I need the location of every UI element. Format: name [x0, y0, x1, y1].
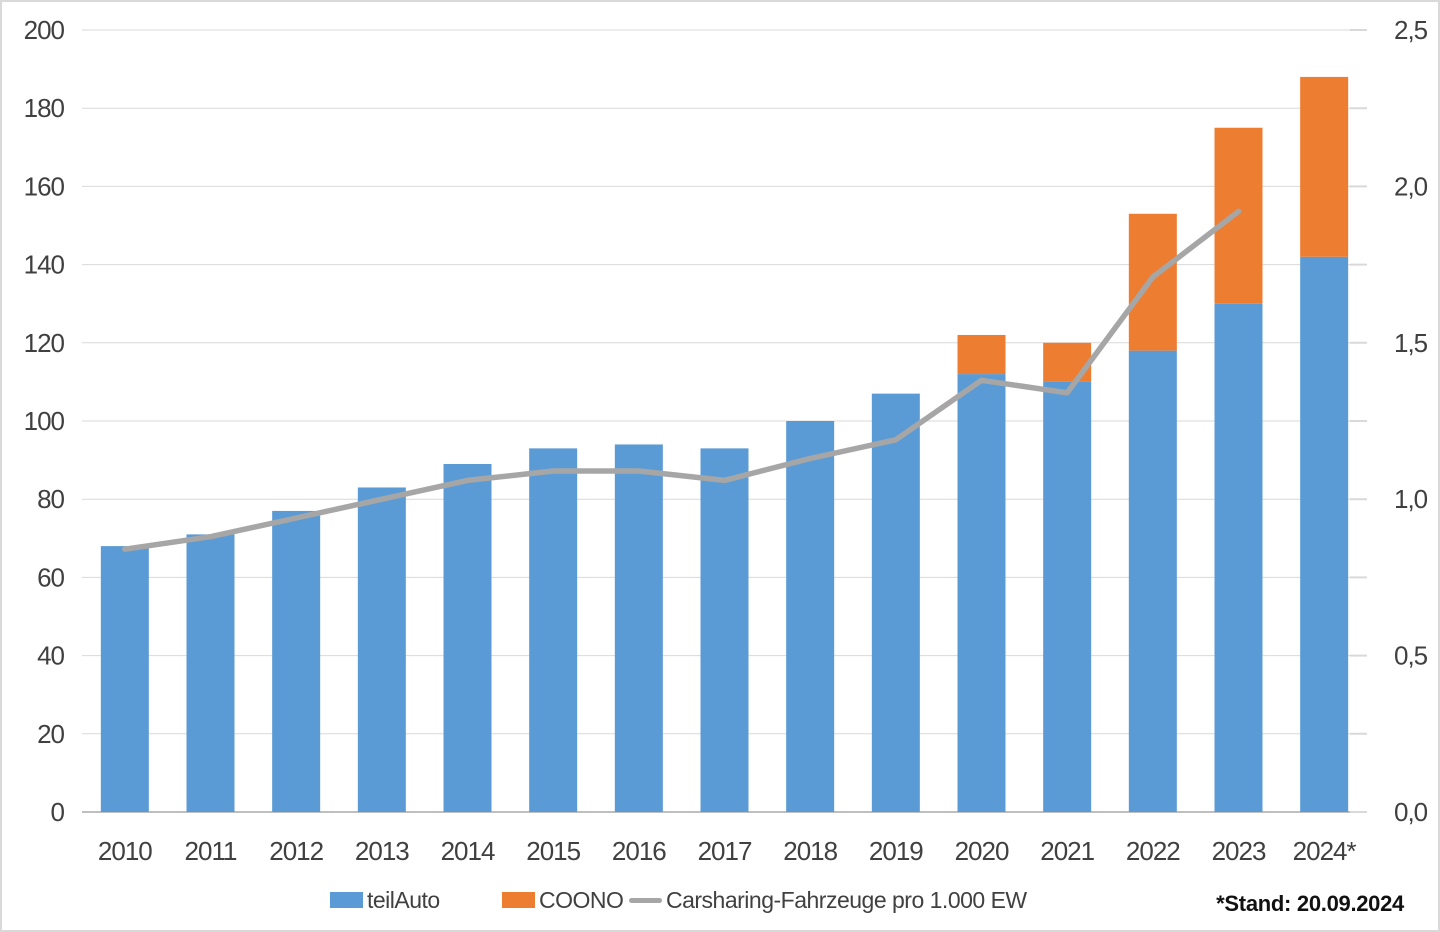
year-label-2021: 2021	[1040, 836, 1094, 866]
legend-label-coono: COONO	[539, 886, 624, 913]
left-axis-label-140: 140	[24, 250, 65, 280]
year-label-2010: 2010	[98, 836, 152, 866]
left-axis-label-60: 60	[37, 562, 64, 592]
legend-label-teilauto: teilAuto	[367, 886, 440, 913]
left-axis-label-0: 0	[51, 797, 65, 827]
right-axis-label-2,5: 2,5	[1394, 15, 1428, 45]
right-axis-label-2,0: 2,0	[1394, 171, 1428, 201]
bar-teilauto-2019	[871, 393, 920, 812]
left-axis-label-100: 100	[24, 406, 65, 436]
line-carsharing-per-1000	[122, 208, 1242, 552]
right-axis-label-0,5: 0,5	[1394, 641, 1428, 671]
bar-coono-2021	[1043, 342, 1092, 382]
right-axis-label-1,5: 1,5	[1394, 328, 1428, 358]
left-axis-labels: 0 20 40 60 80 100 120 140 160 180 200	[24, 15, 66, 827]
year-label-2015: 2015	[526, 836, 580, 866]
bar-teilauto-2016	[614, 444, 663, 812]
bars	[100, 76, 1349, 812]
year-label-2018: 2018	[783, 836, 837, 866]
legend-item-line-series: Carsharing-Fahrzeuge pro 1.000 EW	[629, 884, 1027, 916]
bar-teilauto-2018	[786, 421, 835, 812]
bar-teilauto-2022	[1128, 350, 1177, 812]
chart-legend: teilAuto COONO Carsharing-Fahrzeuge pro …	[2, 884, 1438, 916]
left-axis-label-120: 120	[24, 328, 65, 358]
bar-coono-2020	[957, 334, 1006, 375]
bar-teilauto-2020	[957, 374, 1006, 812]
bar-teilauto-2015	[529, 448, 578, 812]
right-axis-label-0,0: 0,0	[1394, 797, 1428, 827]
left-axis-label-200: 200	[24, 15, 65, 45]
bar-teilauto-2012	[272, 510, 321, 812]
year-label-2020: 2020	[955, 836, 1009, 866]
left-axis-label-180: 180	[24, 93, 65, 123]
year-label-2011: 2011	[185, 836, 237, 866]
bar-teilauto-2014	[443, 464, 492, 812]
year-label-2023: 2023	[1212, 836, 1266, 866]
legend-item-coono: COONO	[502, 884, 624, 916]
right-axis-labels: 0,0 0,5 1,0 1,5 2,0 2,5	[1394, 15, 1429, 827]
right-axis-ticks	[1350, 29, 1367, 813]
bar-teilauto-2024*	[1300, 256, 1349, 812]
line-series	[122, 208, 1242, 552]
legend-label-line-series: Carsharing-Fahrzeuge pro 1.000 EW	[666, 886, 1027, 913]
x-axis-labels: 2010 2011 2012 2013 2014 2015 2016 2017 2018 2019…	[98, 836, 1358, 866]
year-label-2017: 2017	[698, 836, 752, 866]
bar-teilauto-2017	[700, 448, 749, 812]
year-label-2014: 2014	[441, 836, 495, 866]
right-axis-label-1,0: 1,0	[1394, 484, 1428, 514]
bar-coono-2023	[1214, 127, 1263, 304]
bar-coono-2022	[1128, 213, 1177, 351]
legend-item-teilauto: teilAuto	[330, 884, 440, 916]
coono-swatch-icon	[502, 892, 535, 908]
teilauto-swatch-icon	[330, 892, 363, 908]
left-axis-label-40: 40	[37, 641, 64, 671]
year-label-2024*: 2024*	[1293, 836, 1357, 866]
bar-coono-2024*	[1300, 76, 1349, 257]
bar-teilauto-2011	[186, 534, 235, 812]
left-axis-label-20: 20	[37, 719, 64, 749]
left-axis-label-160: 160	[24, 171, 65, 201]
left-axis-label-80: 80	[37, 484, 64, 514]
bar-teilauto-2013	[357, 487, 406, 812]
year-label-2012: 2012	[269, 836, 323, 866]
line-series-swatch-icon	[629, 897, 662, 903]
year-label-2019: 2019	[869, 836, 923, 866]
bar-teilauto-2023	[1214, 303, 1263, 812]
year-label-2016: 2016	[612, 836, 666, 866]
footnote-stand-date: *Stand: 20.09.2024	[1216, 891, 1404, 916]
year-label-2013: 2013	[355, 836, 409, 866]
bar-teilauto-2010	[100, 546, 149, 812]
bar-teilauto-2021	[1043, 381, 1092, 812]
year-label-2022: 2022	[1126, 836, 1180, 866]
